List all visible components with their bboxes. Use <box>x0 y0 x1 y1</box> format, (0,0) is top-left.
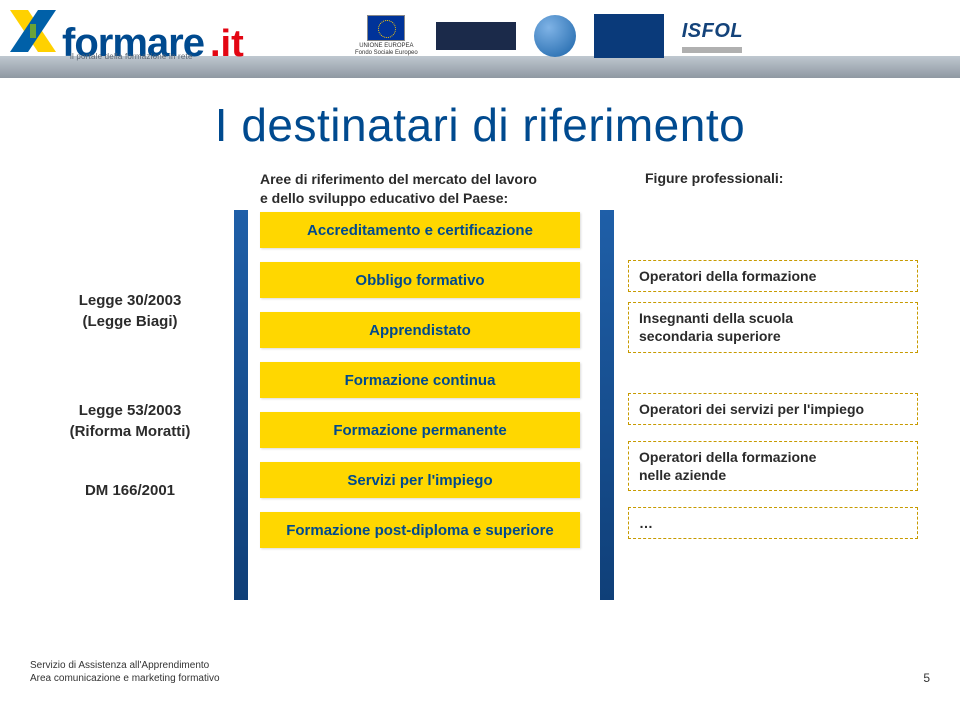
footer-text: Servizio di Assistenza all'Apprendimento… <box>30 659 220 685</box>
page-title: I destinatari di riferimento <box>0 98 960 152</box>
isfol-text: ISFOL <box>682 20 743 43</box>
law1-l2: (Legge Biagi) <box>82 313 177 330</box>
header-bar: formare.it il portale della formazione i… <box>0 0 960 78</box>
eu-flag-icon <box>367 15 405 41</box>
left-header-l1: Aree di riferimento del mercato del lavo… <box>260 171 537 187</box>
ministry2-logo <box>594 14 664 58</box>
vertical-bar-right <box>600 210 614 600</box>
ybox-obbligo: Obbligo formativo <box>260 262 580 298</box>
r4-l1: Operatori della formazione <box>639 449 816 465</box>
ybox-continua: Formazione continua <box>260 362 580 398</box>
left-header-l2: e dello sviluppo educativo del Paese: <box>260 190 508 206</box>
r4-l2: nelle aziende <box>639 467 726 483</box>
ybox-apprendistato: Apprendistato <box>260 312 580 348</box>
logo-suffix: .it <box>210 23 244 66</box>
r2-l1: Insegnanti della scuola <box>639 310 793 326</box>
right-column: Operatori della formazione Insegnanti de… <box>628 260 918 555</box>
ministry2-block-icon <box>594 14 664 58</box>
ybox-postdiploma: Formazione post-diploma e superiore <box>260 512 580 548</box>
ministry-logo <box>436 22 516 50</box>
ritem-operatori-aziende: Operatori della formazione nelle aziende <box>628 441 918 491</box>
ae-pill-icon <box>534 15 576 57</box>
page-number: 5 <box>923 671 930 685</box>
ritem-ellipsis: … <box>628 507 918 539</box>
ae-logo <box>534 15 576 57</box>
main-logo: formare.it il portale della formazione i… <box>8 6 326 70</box>
ybox-servizi: Servizi per l'impiego <box>260 462 580 498</box>
ministry-block-icon <box>436 22 516 50</box>
logo-subtext: il portale della formazione in rete <box>70 52 193 61</box>
header-partner-logos: UNIONE EUROPEAFondo Sociale Europeo ISFO… <box>355 6 945 66</box>
isfol-sub-icon <box>682 47 742 53</box>
ybox-permanente: Formazione permanente <box>260 412 580 448</box>
right-column-header: Figure professionali: <box>645 170 905 186</box>
footer-l1: Servizio di Assistenza all'Apprendimento <box>30 660 209 671</box>
ybox-accreditamento: Accreditamento e certificazione <box>260 212 580 248</box>
yellow-column: Accreditamento e certificazione Obbligo … <box>260 212 580 548</box>
law-53-2003: Legge 53/2003 (Riforma Moratti) <box>40 400 220 442</box>
law-dm-166-2001: DM 166/2001 <box>40 480 220 501</box>
eu-label: UNIONE EUROPEAFondo Sociale Europeo <box>355 43 418 56</box>
left-column-header: Aree di riferimento del mercato del lavo… <box>260 170 580 208</box>
eu-logo: UNIONE EUROPEAFondo Sociale Europeo <box>355 15 418 56</box>
law2-l1: Legge 53/2003 <box>79 402 182 419</box>
slide: formare.it il portale della formazione i… <box>0 0 960 701</box>
law2-l2: (Riforma Moratti) <box>70 423 191 440</box>
footer-l2: Area comunicazione e marketing formativo <box>30 673 220 684</box>
vertical-bar-left <box>234 210 248 600</box>
ritem-insegnanti: Insegnanti della scuola secondaria super… <box>628 302 918 352</box>
ritem-operatori-formazione: Operatori della formazione <box>628 260 918 292</box>
law1-l1: Legge 30/2003 <box>79 292 182 309</box>
law-30-2003: Legge 30/2003 (Legge Biagi) <box>40 290 220 332</box>
isfol-logo: ISFOL <box>682 20 743 53</box>
logo-x-icon <box>8 6 58 56</box>
r2-l2: secondaria superiore <box>639 328 781 344</box>
ritem-operatori-servizi: Operatori dei servizi per l'impiego <box>628 393 918 425</box>
